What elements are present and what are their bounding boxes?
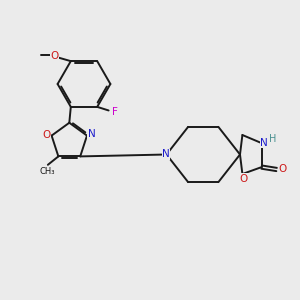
Text: F: F [112, 107, 118, 117]
Text: O: O [43, 130, 51, 140]
Text: N: N [88, 129, 96, 139]
Text: H: H [269, 134, 277, 145]
Text: N: N [260, 137, 268, 148]
Text: O: O [278, 164, 287, 175]
Text: N: N [162, 149, 170, 159]
Text: O: O [239, 174, 247, 184]
Text: CH₃: CH₃ [40, 167, 55, 176]
Text: O: O [50, 51, 58, 61]
